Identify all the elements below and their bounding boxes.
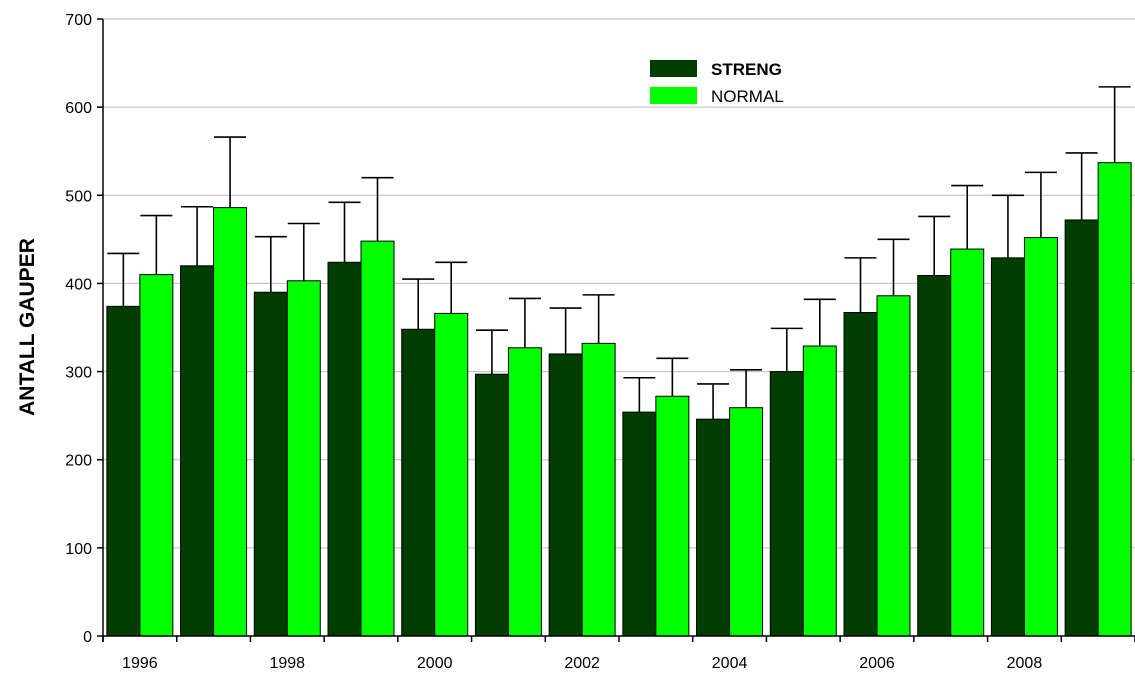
bar-normal-2006 (876, 295, 911, 637)
bar-normal-2008 (1023, 237, 1058, 637)
bar-streng-2005 (769, 371, 804, 637)
legend: STRENG NORMAL (650, 60, 784, 106)
bar-normal-2007 (950, 248, 985, 637)
bar-streng-2007 (917, 274, 952, 637)
bar-normal-2001 (507, 347, 542, 637)
bar-normal-2005 (802, 345, 837, 637)
x-tick-label: 2006 (859, 655, 895, 672)
bar-streng-2006 (843, 312, 878, 637)
y-tick-label: 500 (65, 188, 92, 205)
bars (106, 86, 1132, 637)
bar-streng-2002 (548, 353, 583, 637)
bar-normal-2000 (434, 312, 469, 637)
x-tick-label: 1998 (269, 655, 305, 672)
bar-streng-2009 (1064, 219, 1099, 637)
bar-streng-2008 (990, 257, 1025, 637)
x-tick-label: 2008 (1007, 655, 1043, 672)
bar-normal-2002 (581, 342, 616, 637)
y-axis-ticks: 0 100 200 300 400 500 600 700 (65, 12, 103, 646)
x-axis-ticks: 1996 1998 2000 2002 2004 2006 2008 (102, 636, 1135, 672)
bar-normal-1996 (139, 274, 174, 637)
y-tick-label: 400 (65, 276, 92, 293)
y-tick-label: 700 (65, 12, 92, 29)
y-tick-label: 0 (83, 629, 92, 646)
x-tick-label: 2000 (417, 655, 453, 672)
x-tick-label: 2004 (712, 655, 748, 672)
bar-normal-1999 (360, 240, 395, 637)
bar-streng-2003 (622, 411, 657, 637)
bar-normal-1997 (213, 207, 248, 637)
bar-streng-1996 (106, 305, 141, 637)
bar-streng-2004 (696, 418, 731, 637)
x-tick-label: 2002 (564, 655, 600, 672)
bar-streng-1998 (253, 291, 288, 637)
bar-streng-1997 (180, 265, 215, 637)
y-axis-label: ANTALL GAUPER (16, 238, 39, 416)
legend-swatch-streng (650, 60, 697, 77)
bar-normal-1998 (286, 280, 321, 637)
legend-swatch-normal (650, 87, 697, 104)
y-tick-label: 100 (65, 541, 92, 558)
legend-label-normal: NORMAL (711, 87, 784, 106)
bar-normal-2004 (729, 407, 764, 637)
bar-streng-1999 (327, 261, 362, 637)
bar-normal-2009 (1097, 162, 1132, 637)
y-tick-label: 300 (65, 365, 92, 382)
bar-normal-2003 (655, 395, 690, 637)
x-tick-label: 1996 (122, 655, 158, 672)
y-tick-label: 200 (65, 453, 92, 470)
legend-label-streng: STRENG (711, 60, 782, 79)
y-tick-label: 600 (65, 100, 92, 117)
bar-streng-2000 (401, 328, 436, 637)
bar-streng-2001 (474, 373, 509, 637)
